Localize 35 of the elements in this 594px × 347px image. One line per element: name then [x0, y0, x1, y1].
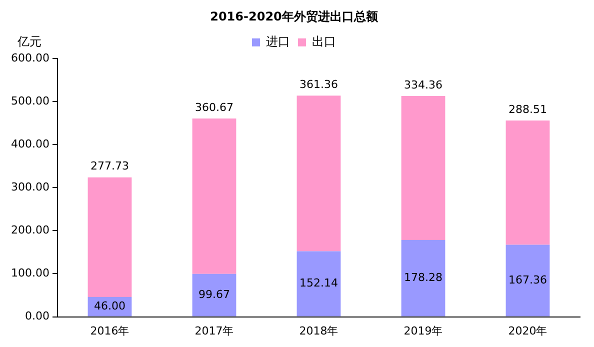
bar	[296, 96, 341, 252]
data-label: 167.36	[508, 273, 547, 286]
bar	[192, 274, 236, 316]
y-tick-label: 500.00	[10, 94, 50, 108]
bar	[506, 120, 550, 245]
y-tick-label: 300.00	[10, 180, 50, 194]
x-tick-label: 2017年	[194, 324, 234, 338]
x-tick-label: 2020年	[508, 324, 548, 338]
data-label: 46.00	[94, 300, 126, 313]
x-tick-label: 2016年	[90, 324, 130, 338]
bar	[88, 177, 132, 297]
y-tick-label: 600.00	[10, 51, 50, 64]
data-label: 334.36	[404, 78, 442, 92]
bar	[401, 240, 446, 316]
x-tick-label: 2018年	[299, 324, 338, 338]
y-tick-label: 400.00	[10, 137, 50, 150]
y-tick-label: 0.00	[24, 310, 50, 323]
data-label: 99.67	[198, 288, 230, 301]
chart-title: 2016-2020年外贸进出口总额	[210, 9, 379, 24]
y-tick-label: 200.00	[10, 224, 50, 237]
data-label: 360.67	[194, 100, 234, 114]
legend-label: 进口	[266, 34, 290, 49]
bar	[192, 118, 236, 274]
data-label: 277.73	[90, 160, 129, 173]
bar	[401, 96, 446, 240]
bar	[506, 244, 550, 316]
x-tick-label: 2019年	[404, 324, 443, 338]
bar	[296, 251, 341, 316]
y-axis-title: 亿元	[16, 34, 42, 49]
data-label: 288.51	[508, 102, 547, 116]
y-tick-label: 100.00	[10, 266, 50, 280]
data-label: 361.36	[299, 78, 338, 92]
legend-label: 出口	[312, 34, 336, 49]
data-label: 178.28	[404, 271, 442, 284]
data-label: 152.14	[299, 276, 338, 290]
